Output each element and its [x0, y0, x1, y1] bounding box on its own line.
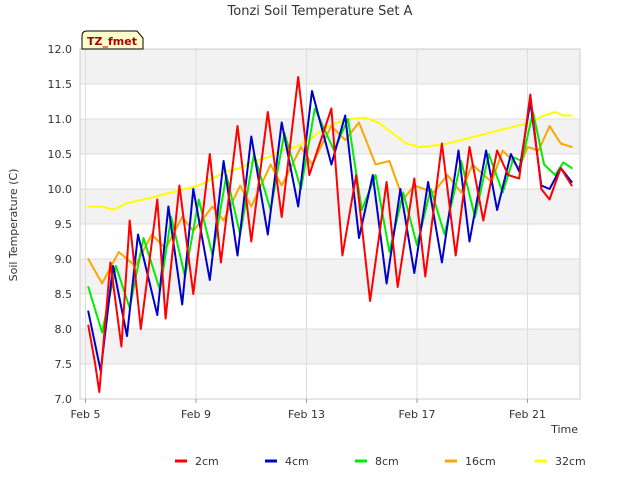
legend-label-2cm: 2cm	[195, 455, 219, 468]
y-tick-label: 10.0	[48, 183, 73, 196]
series-line-4cm	[87, 90, 573, 372]
tz-fmet-badge: TZ_fmet	[81, 30, 144, 50]
legend-label-4cm: 4cm	[285, 455, 309, 468]
y-tick-label: 10.5	[48, 148, 73, 161]
chart-title: Tonzi Soil Temperature Set A	[227, 4, 413, 19]
plot-frame	[79, 48, 581, 400]
legend-label-8cm: 8cm	[375, 455, 399, 468]
legend: 2cm 4cm 8cm 16cm 32cm	[175, 455, 586, 468]
y-axis-ticks: 7.0 7.5 8.0 8.5 9.0 9.5 10.0 10.5 11.0 11.5 12.0	[48, 43, 73, 406]
plot-background-bands	[80, 49, 580, 364]
series-line-32cm	[87, 111, 573, 211]
y-tick-label: 9.0	[55, 253, 73, 266]
y-tick-label: 8.0	[55, 323, 73, 336]
y-tick-label: 8.5	[55, 288, 73, 301]
series-lines	[87, 76, 573, 393]
series-line-2cm	[87, 76, 573, 393]
series-line-8cm	[87, 107, 573, 334]
badge-label: TZ_fmet	[87, 35, 137, 48]
x-tick-label: Feb 5	[71, 408, 101, 421]
background-band	[80, 329, 580, 364]
x-tick-label: Feb 9	[181, 408, 211, 421]
y-tick-label: 11.0	[48, 113, 73, 126]
y-axis-label: Soil Temperature (C)	[7, 169, 20, 282]
x-tick-label: Feb 13	[288, 408, 325, 421]
y-tick-label: 7.5	[55, 358, 73, 371]
legend-label-32cm: 32cm	[555, 455, 586, 468]
y-tick-label: 7.0	[55, 393, 73, 406]
x-axis-ticks: Feb 5 Feb 9 Feb 13 Feb 17 Feb 21	[71, 399, 546, 421]
badge-box	[81, 30, 144, 50]
x-tick-label: Feb 21	[509, 408, 546, 421]
legend-label-16cm: 16cm	[465, 455, 496, 468]
x-tick-label: Feb 17	[399, 408, 436, 421]
series-line-16cm	[87, 121, 573, 285]
y-tick-label: 9.5	[55, 218, 73, 231]
background-band	[80, 49, 580, 84]
background-band	[80, 119, 580, 154]
x-axis-label: Time	[550, 423, 578, 436]
y-tick-label: 12.0	[48, 43, 73, 56]
y-tick-label: 11.5	[48, 78, 73, 91]
